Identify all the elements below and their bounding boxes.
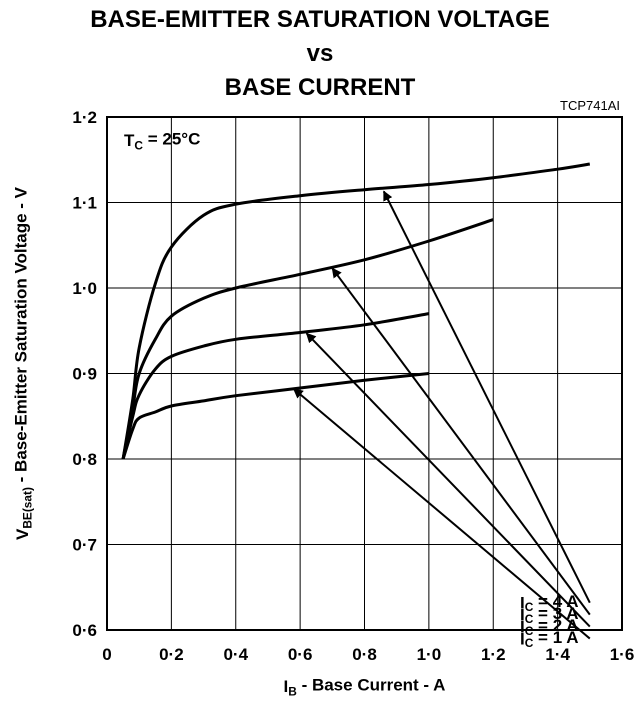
x-tick-label: 1·0 bbox=[417, 645, 442, 664]
x-tick-label: 0·2 bbox=[159, 645, 184, 664]
annotations: IC = 4 AIC = 3 AIC = 2 AIC = 1 A TC = 25°… bbox=[11, 98, 620, 699]
chart-title-line-1: BASE-EMITTER SATURATION VOLTAGE bbox=[90, 6, 550, 33]
x-tick-label: 0 bbox=[102, 645, 111, 664]
series-label-2: IC = 3 A bbox=[520, 605, 579, 627]
series-line-4 bbox=[121, 372, 430, 460]
series-line-2 bbox=[121, 218, 494, 460]
series-line-1 bbox=[121, 162, 591, 460]
y-tick-label: 1·1 bbox=[72, 194, 97, 213]
series bbox=[121, 162, 591, 640]
x-tick-label: 1·6 bbox=[610, 645, 635, 664]
series-line-3 bbox=[121, 312, 430, 460]
x-tick-label: 0·4 bbox=[223, 645, 248, 664]
series-label-4: IC = 1 A bbox=[520, 629, 579, 651]
series-label-3: IC = 2 A bbox=[520, 617, 579, 639]
x-axis-label: IB - Base Current - A bbox=[284, 675, 446, 698]
y-tick-label: 0·9 bbox=[72, 365, 97, 384]
y-axis-label: VBE(sat) - Base-Emitter Saturation Volta… bbox=[11, 186, 34, 540]
series-arrow-2 bbox=[331, 267, 591, 616]
series-arrow-1 bbox=[382, 190, 591, 604]
plot-frame bbox=[106, 116, 623, 631]
chart-title-line-3: BASE CURRENT bbox=[224, 74, 416, 101]
x-tick-label: 0·8 bbox=[352, 645, 377, 664]
x-tick-label: 0·6 bbox=[288, 645, 313, 664]
series-label-1: IC = 4 A bbox=[520, 593, 579, 615]
y-tick-label: 0·8 bbox=[72, 450, 97, 469]
figure-code: TCP741AI bbox=[560, 98, 620, 113]
series-arrow-3 bbox=[305, 332, 591, 628]
y-tick-label: 1·0 bbox=[72, 279, 97, 298]
y-tick-label: 1·2 bbox=[72, 108, 97, 127]
x-tick-label: 1·2 bbox=[481, 645, 506, 664]
temperature-annotation: TC = 25°C bbox=[124, 129, 200, 152]
y-tick-label: 0·7 bbox=[72, 536, 97, 555]
x-tick-label: 1·4 bbox=[545, 645, 570, 664]
chart-title-line-2: vs bbox=[306, 40, 334, 67]
series-arrow-4 bbox=[292, 388, 591, 640]
tick-labels: 0 0·2 0·4 0·6 0·8 1·0 1·2 1·4 1·6 0·6 0·7 0·8 0·9 1·0… bbox=[72, 108, 634, 664]
y-tick-label: 0·6 bbox=[72, 621, 97, 640]
